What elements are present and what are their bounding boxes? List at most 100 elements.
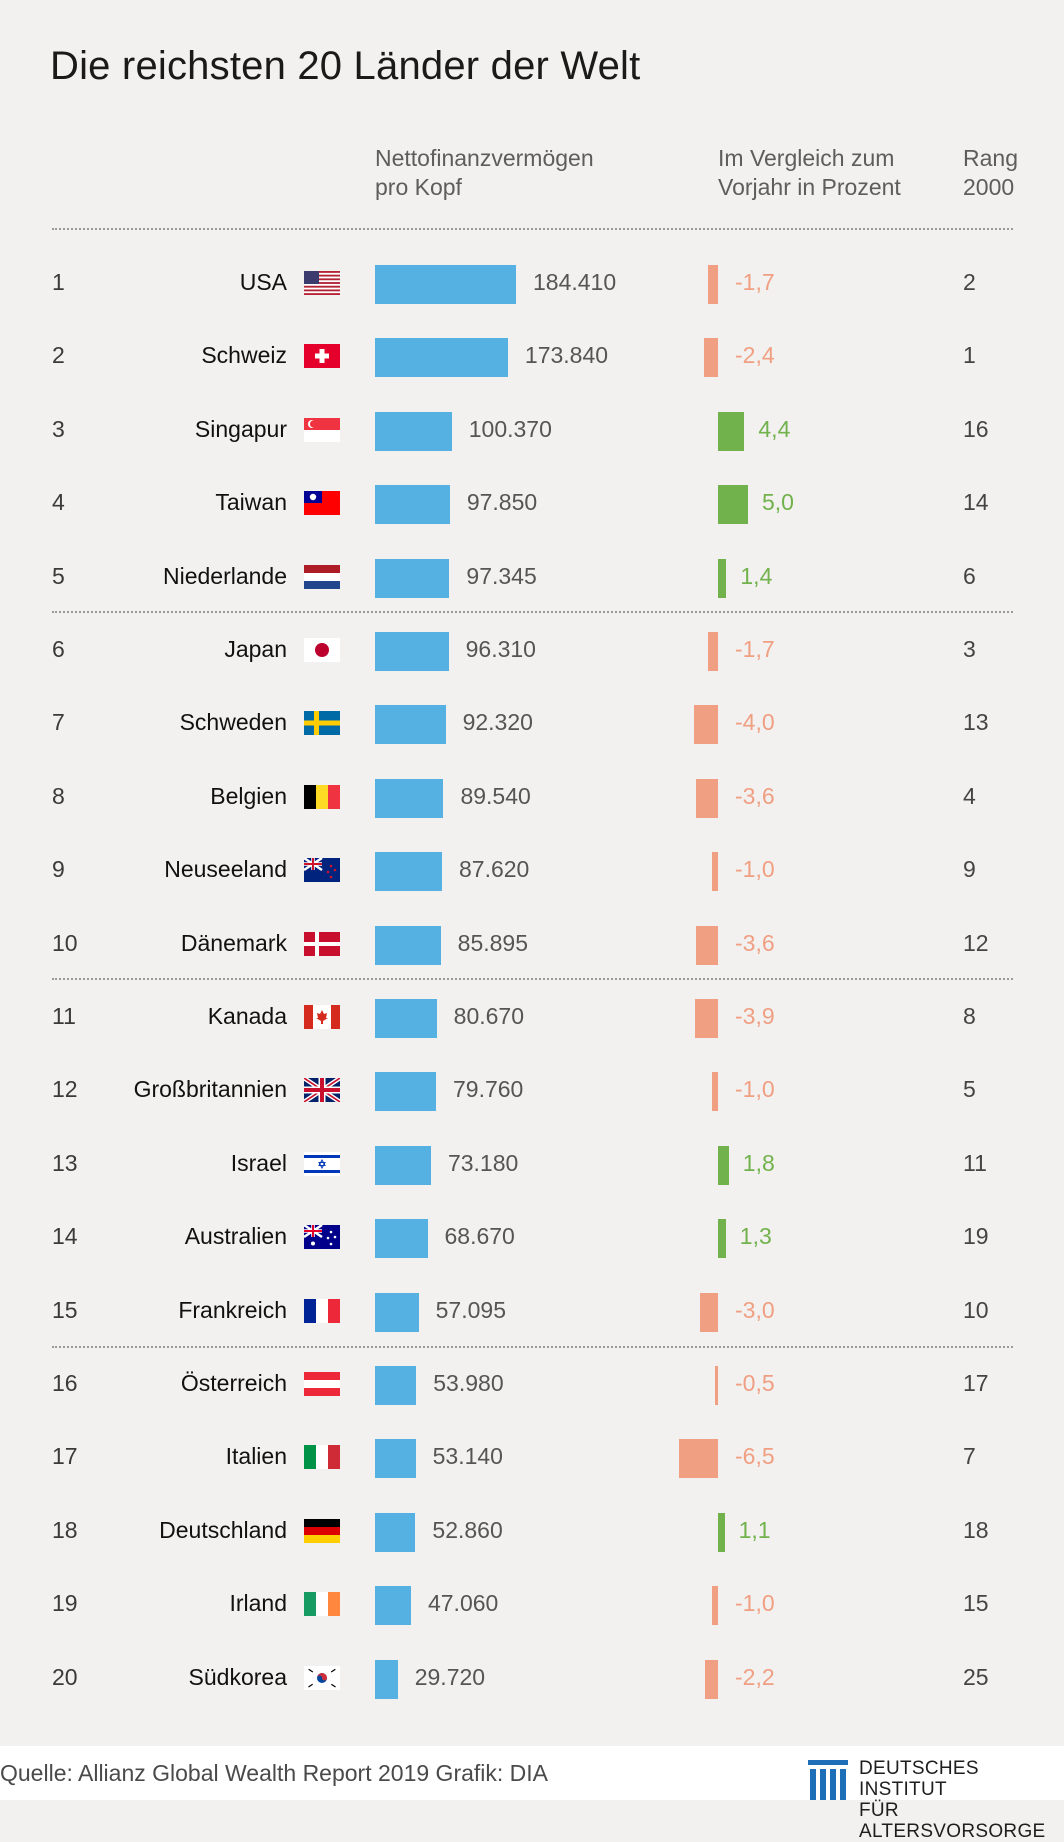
change-value-label: -1,7 (735, 636, 775, 662)
rank-label: 2 (52, 342, 65, 369)
country-label: Schweden (179, 709, 287, 736)
change-value-label: -4,0 (735, 709, 775, 736)
change-bar (718, 1145, 729, 1185)
sweden-flag-icon (304, 711, 340, 736)
change-bar (718, 1219, 726, 1259)
country-label: Italien (225, 1443, 287, 1470)
wealth-bar (375, 411, 452, 451)
header-rank2000-line1: Rang (963, 145, 1018, 171)
wealth-value-label: 100.370 (468, 415, 552, 442)
japan-flag-icon (304, 638, 340, 662)
logo-text: DEUTSCHES INSTITUT FÜR ALTERSVORSORGE (859, 1758, 1064, 1842)
rank-2000-label: 11 (963, 1149, 987, 1176)
rank-2000-label: 2 (963, 269, 976, 295)
wealth-bar (375, 1586, 411, 1626)
country-label: Niederlande (162, 562, 287, 589)
wealth-bar (375, 1219, 428, 1259)
separator-line (52, 611, 1013, 613)
wealth-bar (375, 1439, 416, 1479)
australia-flag-icon (304, 1225, 340, 1250)
rank-label: 5 (52, 562, 65, 589)
footer-bar (0, 1746, 1064, 1800)
wealth-value-label: 52.860 (432, 1516, 503, 1543)
change-value-label: 5,0 (762, 489, 794, 516)
table-row: 19 Irland 47.060 -1,0 15 (0, 1568, 1064, 1641)
rank-label: 8 (52, 782, 65, 809)
wealth-value-label: 47.060 (427, 1590, 499, 1617)
wealth-value-label: 97.850 (466, 489, 538, 516)
change-value-label: -1,0 (735, 856, 775, 883)
wealth-value-label: 96.310 (465, 636, 536, 662)
rank-label: 10 (52, 929, 78, 956)
logo-line2: FÜR ALTERSVORSORGE (859, 1800, 1046, 1842)
header-change-line1: Im Vergleich zum (718, 145, 895, 171)
header-rank2000-line2: 2000 (963, 174, 1015, 200)
canada-flag-icon (304, 1005, 340, 1029)
header-wealth-line2: pro Kopf (375, 174, 462, 200)
table-row: 15 Frankreich 57.095 -3,0 10 (0, 1275, 1064, 1348)
change-bar (718, 411, 745, 451)
change-bar (700, 1292, 718, 1332)
wealth-value-label: 89.540 (460, 782, 531, 809)
austria-flag-icon (304, 1372, 340, 1396)
wealth-value-label: 53.140 (432, 1443, 503, 1470)
taiwan-flag-icon (304, 491, 340, 516)
table-row: 13 Israel 73.180 1,8 11 (0, 1128, 1064, 1201)
country-label: Österreich (180, 1370, 287, 1396)
wealth-bar (375, 778, 444, 818)
change-bar (718, 558, 727, 598)
change-bar (715, 1366, 718, 1405)
change-value-label: 4,4 (758, 415, 791, 442)
wealth-bar (375, 265, 516, 304)
rank-2000-label: 3 (963, 636, 976, 662)
change-bar (712, 1072, 718, 1112)
wealth-bar (375, 1512, 416, 1552)
rank-2000-label: 6 (963, 562, 976, 589)
wealth-bar (375, 1072, 436, 1112)
change-bar (712, 1586, 718, 1626)
wealth-bar (375, 705, 446, 745)
wealth-value-label: 79.760 (452, 1076, 524, 1103)
country-label: USA (239, 269, 287, 295)
table-row: 11 Kanada 80.670 -3,9 8 (0, 981, 1064, 1054)
wealth-value-label: 68.670 (444, 1223, 515, 1250)
table-row: 5 Niederlande 97.345 1,4 6 (0, 541, 1064, 614)
source-text: Quelle: Allianz Global Wealth Report 201… (0, 1760, 549, 1786)
rank-2000-label: 14 (963, 489, 989, 516)
separator-line (52, 1346, 1013, 1348)
rank-label: 14 (52, 1223, 78, 1250)
change-value-label: 1,4 (740, 562, 773, 589)
table-row: 7 Schweden 92.320 -4,0 13 (0, 687, 1064, 760)
ireland-flag-icon (304, 1592, 340, 1617)
rank-label: 13 (52, 1149, 78, 1176)
rank-2000-label: 7 (963, 1443, 976, 1470)
table-row: 2 Schweiz 173.840 -2,4 1 (0, 320, 1064, 393)
wealth-value-label: 73.180 (447, 1149, 519, 1176)
header-change: Im Vergleich zum Vorjahr in Prozent (718, 144, 901, 202)
change-value-label: -3,6 (735, 782, 775, 809)
country-label: Taiwan (215, 489, 287, 516)
country-label: Neuseeland (164, 856, 287, 883)
israel-flag-icon (304, 1151, 340, 1176)
change-value-label: 1,3 (739, 1223, 772, 1250)
change-bar (694, 705, 718, 745)
rank-2000-label: 5 (963, 1076, 976, 1103)
italy-flag-icon (304, 1445, 340, 1470)
usa-flag-icon (304, 271, 340, 295)
wealth-bar (375, 1366, 417, 1405)
rank-label: 4 (52, 489, 65, 516)
country-label: Australien (184, 1223, 287, 1250)
change-value-label: -0,5 (735, 1370, 775, 1396)
change-bar (679, 1439, 718, 1479)
rank-label: 20 (52, 1663, 78, 1690)
wealth-value-label: 53.980 (433, 1370, 504, 1396)
wealth-value-label: 57.095 (435, 1296, 506, 1323)
wealth-value-label: 92.320 (462, 709, 533, 736)
denmark-flag-icon (304, 931, 340, 956)
table-row: 10 Dänemark 85.895 -3,6 12 (0, 908, 1064, 981)
rank-2000-label: 10 (963, 1296, 989, 1323)
wealth-bar (375, 925, 441, 965)
uk-flag-icon (304, 1078, 340, 1103)
table-row: 9 Neuseeland 87.620 -1,0 9 (0, 834, 1064, 907)
wealth-bar (375, 632, 449, 671)
